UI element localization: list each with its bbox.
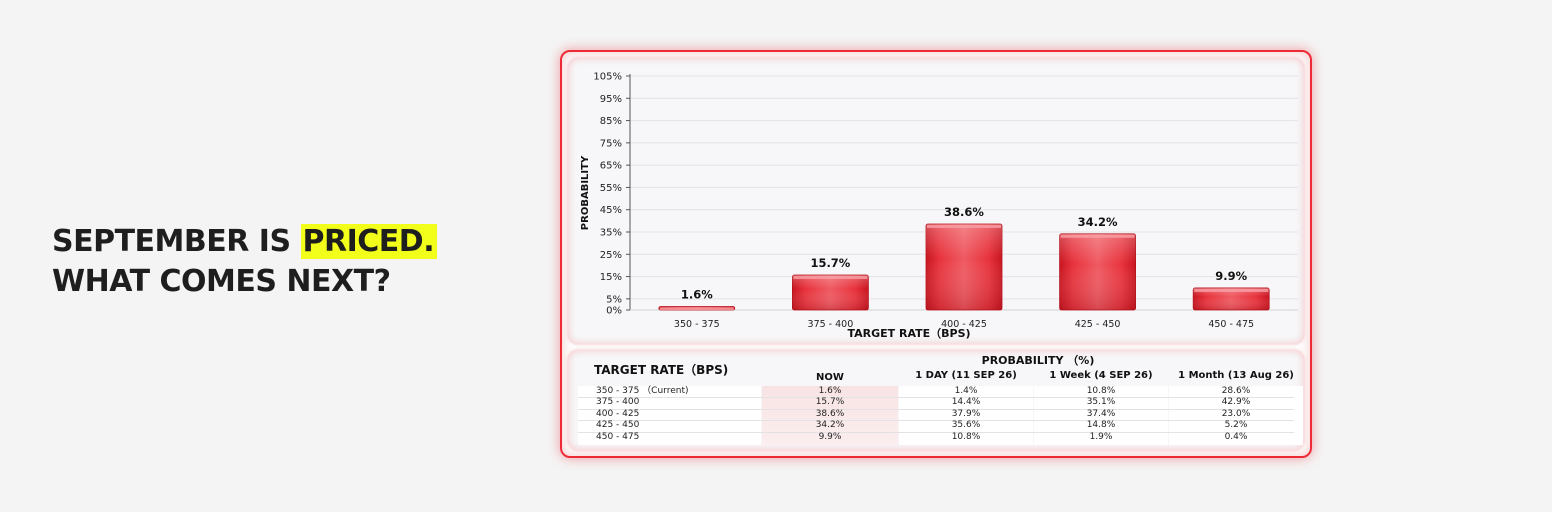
table-row-label: 450 - 475: [596, 431, 640, 442]
bar-value-label: 38.6%: [944, 205, 984, 219]
column-header-1day: 1 DAY (11 SEP 26): [915, 370, 1017, 381]
bar-top-highlight: [1060, 234, 1135, 238]
bar-shade: [792, 275, 869, 310]
table-cell: 0.4%: [1224, 431, 1248, 442]
table-cell: 5.2%: [1224, 420, 1248, 431]
table-cell: 14.4%: [951, 397, 981, 408]
table-row-label: 375 - 400: [596, 397, 640, 408]
column-bg-1week: [1034, 386, 1168, 445]
y-axis-title: PROBABILITY: [580, 155, 591, 230]
column-header-1month: 1 Month (13 Aug 26): [1178, 370, 1294, 381]
bar-value-label: 34.2%: [1078, 215, 1118, 229]
bar-shade: [1193, 287, 1270, 310]
headline-prefix: SEPTEMBER IS: [52, 224, 291, 259]
table-cell: 23.0%: [1221, 408, 1251, 419]
table-cell: 35.6%: [951, 420, 981, 431]
now-column-highlight: [762, 386, 898, 445]
table-row-divider: [578, 397, 1294, 399]
column-header-now: NOW: [816, 372, 844, 383]
bar-value-label: 1.6%: [681, 287, 713, 301]
probability-table-card: TARGET RATE（BPS) PROBABILITY （%) NOW 1 D…: [568, 350, 1304, 450]
table-cell: 37.9%: [951, 408, 981, 419]
probability-table: TARGET RATE（BPS) PROBABILITY （%) NOW 1 D…: [568, 350, 1304, 450]
x-axis-title: TARGET RATE（BPS): [847, 327, 970, 340]
table-cell: 28.6%: [1221, 386, 1251, 396]
table-row-header: TARGET RATE（BPS): [594, 363, 729, 377]
y-tick-label: 65%: [600, 161, 622, 172]
y-tick-label: 95%: [600, 94, 622, 105]
x-tick-label: 450 - 475: [1208, 319, 1254, 330]
bar-top-highlight: [1194, 288, 1269, 292]
table-row-label: 350 - 375 （Current): [596, 386, 689, 396]
y-tick-label: 0%: [606, 306, 622, 317]
y-tick-label: 5%: [606, 294, 622, 305]
y-tick-label: 15%: [600, 272, 622, 283]
table-cell: 38.6%: [815, 408, 845, 419]
table-row-divider: [578, 408, 1294, 410]
y-tick-label: 85%: [600, 116, 622, 127]
probability-bar-chart: 0%5% 15% 25% 35% 45% 55% 65% 75% 85% 95% 105% PROBA…: [580, 72, 1298, 340]
x-tick-label: 400 - 425: [941, 319, 987, 330]
table-cell: 1.9%: [1089, 431, 1113, 442]
column-header-1week: 1 Week (4 SEP 26): [1049, 370, 1153, 381]
table-row-label: 425 - 450: [596, 420, 640, 431]
table-row-divider: [578, 420, 1294, 422]
table-cell: 15.7%: [815, 397, 845, 408]
y-tick-label: 35%: [600, 228, 622, 239]
y-tick-label: 105%: [593, 72, 622, 83]
y-tick-label: 75%: [600, 138, 622, 149]
bar-top-highlight: [793, 276, 868, 280]
table-cell: 1.6%: [818, 386, 842, 396]
x-tick-label: 350 - 375: [674, 319, 720, 330]
y-tick-label: 55%: [600, 183, 622, 194]
table-cell: 42.9%: [1221, 397, 1251, 408]
bar-shade: [1059, 233, 1136, 310]
bar-shade: [926, 223, 1002, 310]
table-cell: 34.2%: [815, 420, 845, 431]
column-bg-labels: [578, 386, 761, 445]
chart-card: 0% 5% 15% 25% 35% 45% 55% 65% 75% 85% 95% 105% PROBA…: [568, 58, 1304, 344]
headline: SEPTEMBER IS PRICED. WHAT COMES NEXT?: [52, 222, 438, 302]
bar-top-highlight: [927, 224, 1001, 228]
x-tick-label: 425 - 450: [1075, 319, 1121, 330]
table-row-divider: [578, 431, 1294, 433]
table-group-header: PROBABILITY （%): [981, 354, 1095, 367]
bar-value-label: 9.9%: [1215, 269, 1247, 283]
column-bg-1day: [899, 386, 1033, 445]
headline-highlight: PRICED.: [300, 224, 438, 259]
table-cell: 35.1%: [1086, 397, 1116, 408]
y-tick-label: 25%: [600, 250, 622, 261]
column-bg-1month: [1169, 386, 1303, 445]
table-cell: 37.4%: [1086, 408, 1116, 419]
table-cell: 1.4%: [954, 386, 978, 396]
x-tick-label: 375 - 400: [808, 319, 854, 330]
table-row-label: 400 - 425: [596, 408, 640, 419]
chart-panel: 0% 5% 15% 25% 35% 45% 55% 65% 75% 85% 95% 105% PROBA…: [560, 50, 1312, 458]
table-cell: 10.8%: [951, 431, 981, 442]
table-cell: 9.9%: [818, 431, 842, 442]
headline-line-1: SEPTEMBER IS PRICED.: [52, 222, 438, 262]
table-cell: 14.8%: [1086, 420, 1116, 431]
bar-top-highlight: [659, 307, 734, 310]
y-tick-label: 45%: [600, 205, 622, 216]
headline-line-2: WHAT COMES NEXT?: [52, 264, 391, 299]
bar-value-label: 15.7%: [810, 256, 850, 270]
table-cell: 10.8%: [1086, 386, 1116, 396]
